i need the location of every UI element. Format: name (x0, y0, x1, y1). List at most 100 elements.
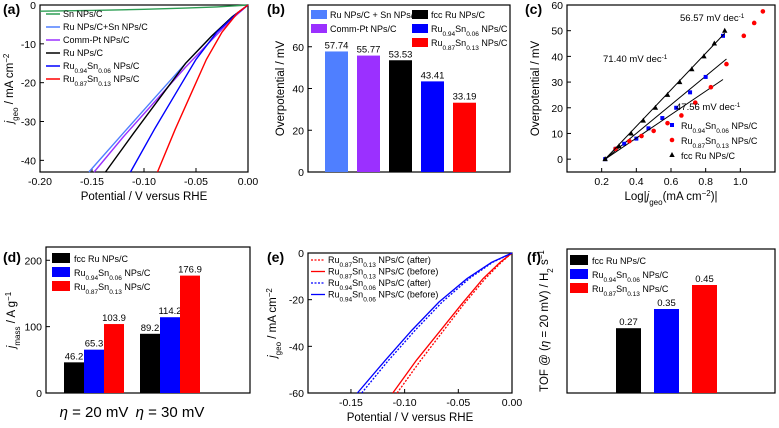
panel-f: TOF @ (η = 20 mV) / H2 s−1 0.27 0.35 0.45 fc… (527, 248, 776, 394)
legend-swatch (52, 253, 70, 263)
bar (389, 60, 412, 172)
series-line (129, 4, 249, 173)
panel-label: (e) (267, 249, 284, 265)
legend-label: Ru0.87Sn0.13 NPs/C (431, 38, 508, 52)
plot-frame (307, 252, 513, 394)
legend-label: Ru0.94Sn0.06 NPs/C (431, 24, 508, 38)
legend-label: fcc Ru NPs/C (681, 151, 736, 161)
y-tick-label: 30 (551, 77, 563, 89)
series-line (396, 252, 513, 394)
bar-value-label: 53.53 (389, 49, 413, 60)
legend-swatch (52, 267, 70, 277)
data-point (674, 105, 679, 110)
fit-line (604, 32, 726, 160)
y-axis-label: Overpotential / mV (275, 41, 287, 137)
y-axis-label: jgeo / mA cm−2 (265, 288, 283, 360)
bar-value-label: 33.19 (453, 92, 477, 103)
panel-label: (a) (3, 1, 20, 17)
data-point (639, 133, 644, 139)
legend-label: Ru0.87Sn0.13 NPs/C (63, 74, 140, 88)
bar (453, 102, 476, 172)
data-point (627, 138, 632, 144)
y-tick-label: -10 (21, 39, 36, 51)
data-point (628, 130, 634, 136)
y-tick-label: 200 (24, 255, 42, 267)
bar (84, 349, 104, 393)
x-axis-label: Potential / V versus RHE (81, 191, 208, 203)
x-axis-label: Potential / V versus RHE (347, 412, 474, 424)
bar (325, 51, 348, 172)
data-point (646, 126, 651, 131)
data-point (660, 116, 665, 121)
y-tick-label: -20 (21, 78, 36, 90)
slope-annotation: 56.57 mV dec-1 (680, 13, 745, 25)
bar-value-label: 43.41 (421, 70, 445, 81)
legend-label: Sn NPs/C (63, 9, 103, 19)
legend-swatch (412, 10, 428, 19)
legend-label: fcc Ru NPs/C (592, 256, 647, 266)
bar-value-label: 0.27 (619, 317, 638, 328)
panel-label: (c) (525, 1, 542, 17)
bar (654, 309, 679, 393)
data-point (703, 74, 708, 79)
y-tick-label: 100 (24, 322, 42, 334)
series-line (392, 252, 513, 394)
bar-value-label: 55.77 (357, 45, 381, 56)
legend-label: Ru0.87Sn0.13 NPs/C (before) (328, 267, 438, 281)
legend-swatch (570, 283, 588, 293)
legend-label: Ru0.87Sn0.13 NPs/C (74, 282, 151, 296)
bar-value-label: 176.9 (178, 265, 202, 276)
y-tick-label: 60 (551, 0, 563, 12)
legend-swatch (570, 255, 588, 265)
data-point (679, 113, 684, 118)
y-tick-label: -20 (289, 295, 304, 307)
data-point (688, 90, 693, 95)
y-tick-label: 40 (292, 84, 304, 96)
plot-frame (566, 4, 776, 173)
y-tick-label: -60 (289, 388, 304, 400)
panel-c: 0.2 0.4 0.6 0.8 1.0 0 10 20 30 40 50 60 Log|jgeo(mA … (525, 0, 776, 207)
legend-swatch (311, 10, 327, 19)
data-point (602, 156, 608, 162)
legend-label: Ru0.87Sn0.13 NPs/C (after) (328, 255, 431, 269)
x-tick-label: 0.6 (664, 176, 679, 188)
y-tick-label: -30 (21, 117, 36, 129)
bar (180, 275, 200, 393)
bar (104, 324, 124, 393)
data-point (760, 9, 766, 14)
x-tick-label: 0.8 (698, 176, 713, 188)
y-tick-label: 50 (551, 26, 563, 38)
series-line (356, 252, 513, 394)
legend-label: Ru NPs/C+Sn NPs/C (63, 22, 148, 32)
y-axis-label: jmass / A g−1 (4, 291, 22, 350)
legend-swatch (311, 24, 327, 33)
legend-label: Comm-Pt NPs/C (63, 35, 130, 45)
legend-label: Ru0.94Sn0.06 NPs/C (before) (328, 290, 438, 304)
y-tick-label: 0 (36, 388, 42, 400)
bar-value-label: 103.9 (102, 313, 126, 324)
x-tick-label: -0.15 (80, 176, 104, 188)
legend-marker (669, 152, 675, 157)
bar (140, 333, 160, 393)
slope-annotation: 71.40 mV dec-1 (603, 54, 668, 66)
legend-label: fcc Ru NPs/C (431, 10, 486, 20)
legend-marker (669, 137, 675, 143)
data-point (741, 33, 747, 39)
bar (64, 362, 84, 393)
data-point (689, 66, 695, 72)
data-point (751, 20, 757, 26)
legend-label: Comm-Pt NPs/C (330, 24, 397, 34)
data-point (676, 79, 683, 85)
panel-d: 0 100 200 jmass / A g−1 46.2 89.2 65.3 114.2 103… (3, 246, 251, 421)
data-point (651, 128, 656, 134)
y-tick-label: 20 (292, 125, 304, 137)
bar-value-label: 0.35 (657, 298, 676, 309)
y-tick-label: 60 (292, 42, 304, 54)
bar-value-label: 46.2 (65, 351, 84, 362)
x-tick-label: 0.2 (594, 176, 609, 188)
y-tick-label: 40 (551, 51, 563, 63)
panel-label: (b) (267, 1, 285, 17)
panel-e: -0.15 -0.10 -0.05 0.00 0 -20 -40 -60 Potential /… (265, 248, 523, 424)
bar (616, 328, 641, 393)
x-tick-label: -0.10 (132, 176, 156, 188)
